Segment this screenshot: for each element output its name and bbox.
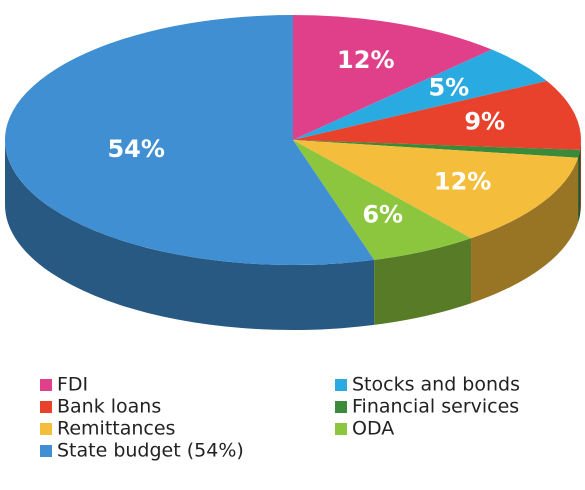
- legend-swatch: [40, 379, 52, 391]
- pie-side: [374, 238, 472, 325]
- pie-side: [471, 157, 579, 304]
- legend-swatch: [335, 379, 347, 391]
- value-label: 6%: [362, 201, 403, 229]
- value-label: 5%: [428, 74, 469, 102]
- legend-label: Financial services: [352, 396, 519, 418]
- legend-swatch: [40, 401, 52, 413]
- legend-label: FDI: [57, 374, 88, 396]
- legend-swatch: [40, 445, 52, 457]
- value-label: 12%: [337, 46, 394, 74]
- pie-side: [5, 140, 375, 331]
- pie-slice: [293, 140, 472, 260]
- legend-label: Bank loans: [57, 396, 161, 418]
- legend-swatch: [335, 401, 347, 413]
- pie-slice: [293, 49, 547, 140]
- legend-swatch: [335, 423, 347, 435]
- legend-label: ODA: [352, 418, 394, 440]
- legend-label: Stocks and bonds: [352, 374, 520, 396]
- pie-slice: [293, 140, 579, 239]
- pie-slice: [293, 80, 581, 150]
- value-label: 12%: [434, 168, 491, 196]
- legend-swatch: [40, 423, 52, 435]
- value-label: 9%: [464, 108, 505, 136]
- pie-side: [580, 140, 581, 215]
- pie-slice: [293, 15, 492, 140]
- pie-side: [578, 149, 581, 223]
- pie-slice: [5, 15, 375, 265]
- value-label: 54%: [107, 135, 164, 163]
- legend-label: State budget (54%): [57, 440, 244, 462]
- legend-label: Remittances: [57, 418, 175, 440]
- pie-slice: [293, 140, 581, 158]
